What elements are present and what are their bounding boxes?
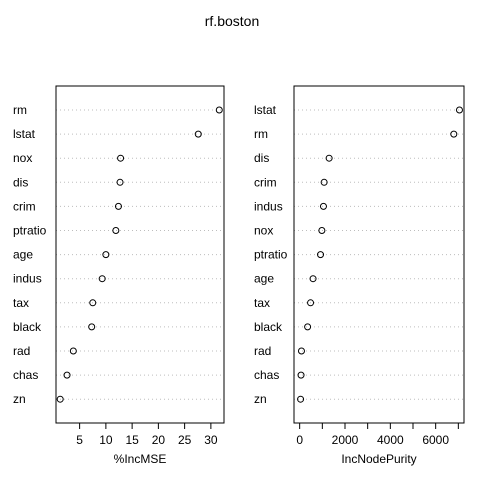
category-label: lstat	[13, 127, 36, 141]
data-point	[215, 106, 223, 114]
data-point	[304, 323, 312, 331]
category-label: ptratio	[13, 224, 47, 238]
data-point	[56, 395, 64, 403]
data-point	[317, 251, 325, 259]
data-point	[319, 202, 327, 210]
data-point	[89, 299, 97, 307]
x-tick-label: 15	[125, 433, 139, 447]
category-label: age	[13, 248, 33, 262]
data-point	[194, 130, 202, 138]
data-point	[307, 299, 315, 307]
x-tick-label: 25	[178, 433, 192, 447]
category-label: rm	[13, 103, 27, 117]
data-point	[325, 154, 333, 162]
category-label: tax	[254, 296, 270, 310]
plot-frame	[55, 85, 225, 424]
data-point	[88, 323, 96, 331]
category-label: dis	[254, 151, 269, 165]
x-axis-label: IncNodePurity	[341, 452, 416, 466]
data-point	[98, 275, 106, 283]
data-point	[102, 251, 110, 259]
data-point	[297, 395, 305, 403]
x-tick-label: 20	[152, 433, 166, 447]
category-label: black	[254, 320, 283, 334]
category-label: rad	[254, 344, 271, 358]
data-point	[297, 371, 305, 379]
data-point	[297, 347, 305, 355]
category-label: lstat	[254, 103, 277, 117]
category-label: zn	[254, 392, 267, 406]
data-point	[69, 347, 77, 355]
category-label: black	[13, 320, 42, 334]
x-tick-label: 5	[76, 433, 83, 447]
data-point	[63, 371, 71, 379]
data-point	[318, 227, 326, 234]
category-label: zn	[13, 392, 26, 406]
category-label: nox	[13, 151, 32, 165]
data-point	[309, 275, 317, 283]
category-label: dis	[13, 175, 28, 189]
data-point	[114, 202, 122, 210]
x-axis-label: %IncMSE	[114, 452, 167, 466]
panel-1: rm lstat nox dis crim ptratio age indus tax black…	[13, 85, 225, 466]
x-tick-label: 4000	[377, 433, 404, 447]
x-tick-label: 30	[204, 433, 218, 447]
category-label: indus	[254, 199, 283, 213]
x-tick-label: 2000	[332, 433, 359, 447]
category-label: indus	[13, 272, 42, 286]
chart-title: rf.boston	[205, 13, 259, 29]
x-tick-label: 6000	[422, 433, 449, 447]
panel-2: lstat rm dis crim indus nox ptratio age tax black…	[254, 85, 465, 466]
data-point	[112, 227, 120, 234]
category-label: crim	[254, 175, 277, 189]
category-label: rm	[254, 127, 268, 141]
category-label: age	[254, 272, 274, 286]
x-tick-label: 10	[99, 433, 113, 447]
category-label: ptratio	[254, 248, 288, 262]
category-label: chas	[13, 368, 38, 382]
category-label: rad	[13, 344, 30, 358]
data-point	[450, 130, 458, 138]
data-point	[116, 178, 124, 186]
data-point	[455, 106, 463, 114]
data-point	[320, 178, 328, 186]
category-label: nox	[254, 224, 273, 238]
category-label: tax	[13, 296, 29, 310]
plot-frame	[293, 85, 465, 424]
category-label: crim	[13, 199, 36, 213]
category-label: chas	[254, 368, 279, 382]
data-point	[117, 154, 125, 162]
x-tick-label: 0	[296, 433, 303, 447]
